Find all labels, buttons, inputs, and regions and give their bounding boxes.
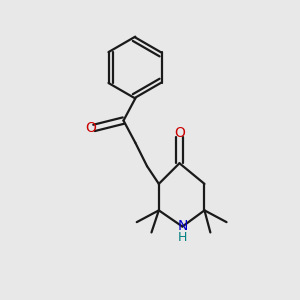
Text: H: H bbox=[178, 231, 187, 244]
Text: N: N bbox=[177, 219, 188, 233]
Text: O: O bbox=[85, 121, 96, 135]
Text: O: O bbox=[174, 126, 185, 140]
